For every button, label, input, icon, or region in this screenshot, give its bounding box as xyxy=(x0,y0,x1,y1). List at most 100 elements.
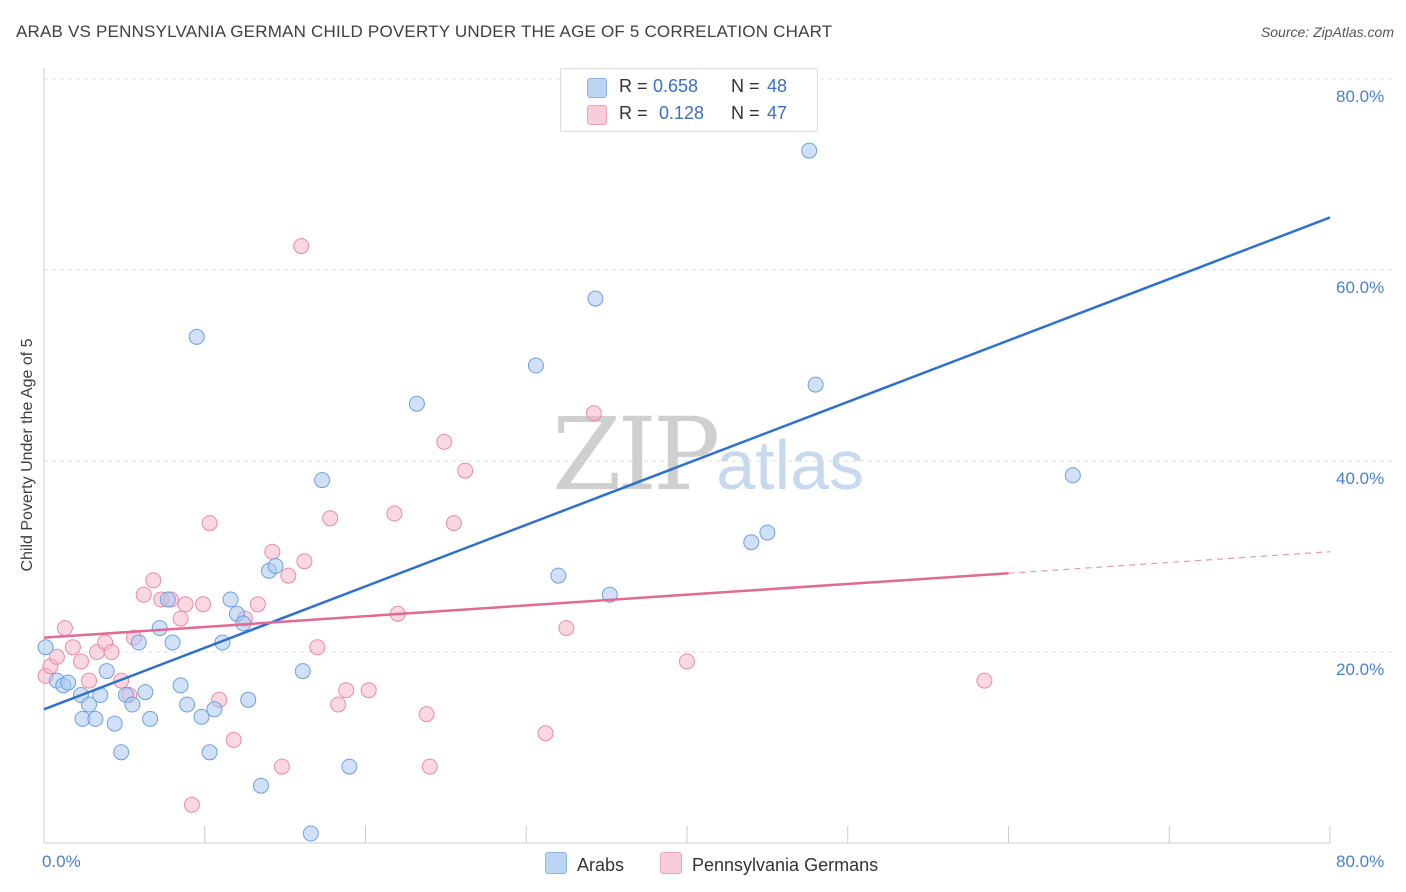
point-arabs xyxy=(106,715,123,732)
point-arabs xyxy=(164,634,181,651)
point-pennsylvania-germans xyxy=(135,586,152,603)
point-arabs xyxy=(81,696,97,713)
point-pennsylvania-germans xyxy=(195,596,212,613)
trend-line-dashed-pennsylvania-germans xyxy=(1008,551,1331,574)
point-arabs xyxy=(314,472,331,489)
point-pennsylvania-germans xyxy=(73,653,89,670)
legend-label-pennsylvania-germans: Pennsylvania Germans xyxy=(692,855,879,875)
point-arabs xyxy=(159,591,176,608)
point-pennsylvania-germans xyxy=(976,672,993,689)
stats-r-value: 0.658 xyxy=(653,76,699,96)
point-pennsylvania-germans xyxy=(81,672,97,689)
point-arabs xyxy=(294,663,311,680)
point-arabs xyxy=(550,567,567,584)
point-pennsylvania-germans xyxy=(183,796,200,813)
legend-swatch-arabs xyxy=(545,852,567,874)
point-arabs xyxy=(188,328,205,345)
point-pennsylvania-germans xyxy=(558,620,575,637)
x-tick-label-max: 80.0% xyxy=(1336,852,1385,871)
point-arabs xyxy=(527,357,544,374)
point-pennsylvania-germans xyxy=(338,682,355,699)
point-pennsylvania-germans xyxy=(273,758,290,775)
point-arabs xyxy=(201,744,218,761)
point-pennsylvania-germans xyxy=(264,543,281,560)
legend-item-pennsylvania-germans[interactable]: Pennsylvania Germans xyxy=(660,852,878,876)
point-arabs xyxy=(137,684,154,701)
point-arabs xyxy=(37,639,54,656)
point-pennsylvania-germans xyxy=(280,567,297,584)
legend-label-arabs: Arabs xyxy=(577,855,625,875)
point-pennsylvania-germans xyxy=(309,639,326,656)
y-axis-label: Child Poverty Under the Age of 5 xyxy=(19,338,36,572)
point-arabs xyxy=(267,558,284,574)
point-pennsylvania-germans xyxy=(201,515,218,532)
point-pennsylvania-germans xyxy=(322,510,339,527)
x-tick-label-min: 0.0% xyxy=(42,852,81,871)
point-arabs xyxy=(222,591,239,608)
watermark: ZIPatlas xyxy=(552,396,864,513)
point-pennsylvania-germans xyxy=(177,596,194,613)
point-pennsylvania-germans xyxy=(386,505,403,522)
point-arabs xyxy=(408,395,425,412)
point-arabs xyxy=(1064,467,1081,484)
point-pennsylvania-germans xyxy=(330,696,347,713)
source-credit: Source: ZipAtlas.com xyxy=(1260,24,1394,40)
point-arabs xyxy=(113,744,130,761)
point-arabs xyxy=(743,534,760,551)
point-pennsylvania-germans xyxy=(64,639,81,656)
point-pennsylvania-germans xyxy=(585,405,602,422)
stats-r-label: R = xyxy=(619,76,648,96)
point-pennsylvania-germans xyxy=(457,462,474,479)
point-arabs xyxy=(302,825,319,842)
stats-n-value: 48 xyxy=(767,76,788,96)
point-arabs xyxy=(587,290,604,307)
point-arabs xyxy=(759,524,776,541)
point-arabs xyxy=(179,696,196,713)
point-pennsylvania-germans xyxy=(225,731,242,748)
point-arabs xyxy=(206,701,223,718)
stats-r-value: 0.128 xyxy=(659,103,705,123)
point-pennsylvania-germans xyxy=(296,553,313,570)
point-arabs xyxy=(807,376,824,393)
point-pennsylvania-germans xyxy=(172,610,189,627)
legend-swatch-pennsylvania-germans xyxy=(660,852,682,874)
point-pennsylvania-germans xyxy=(421,758,438,775)
point-arabs xyxy=(60,674,77,691)
stats-n-value: 47 xyxy=(767,103,788,123)
watermark-atlas: atlas xyxy=(716,426,865,504)
chart-title: ARAB VS PENNSYLVANIA GERMAN CHILD POVERT… xyxy=(16,22,833,41)
point-arabs xyxy=(151,620,168,637)
point-pennsylvania-germans xyxy=(56,620,73,637)
point-pennsylvania-germans xyxy=(249,596,266,613)
point-arabs xyxy=(240,691,257,708)
point-arabs xyxy=(130,634,147,651)
point-arabs xyxy=(801,142,818,159)
point-pennsylvania-germans xyxy=(145,572,162,589)
y-tick-label-60: 60.0% xyxy=(1336,278,1385,297)
point-pennsylvania-germans xyxy=(103,644,120,660)
stats-swatch-arabs xyxy=(587,78,607,98)
y-tick-label-40: 40.0% xyxy=(1336,469,1385,488)
point-arabs xyxy=(87,710,104,727)
point-arabs xyxy=(341,758,358,775)
trend-line-arabs xyxy=(43,216,1331,711)
point-pennsylvania-germans xyxy=(293,238,310,255)
stats-swatch-pennsylvania-germans xyxy=(587,105,607,125)
stats-n-label: N = xyxy=(731,103,760,123)
stats-n-label: N = xyxy=(731,76,760,96)
correlation-stats-box: R = 0.658 N = 48 R = 0.128 N = 47 xyxy=(560,68,818,132)
point-arabs xyxy=(124,696,141,713)
point-pennsylvania-germans xyxy=(48,648,65,665)
point-arabs xyxy=(172,677,189,694)
watermark-zip: ZIP xyxy=(552,396,720,513)
point-pennsylvania-germans xyxy=(445,515,462,532)
point-arabs xyxy=(253,777,269,794)
point-pennsylvania-germans xyxy=(360,682,377,699)
y-tick-label-20: 20.0% xyxy=(1336,660,1385,679)
trend-line-pennsylvania-germans xyxy=(43,571,1009,639)
legend-item-arabs[interactable]: Arabs xyxy=(545,852,624,876)
point-arabs xyxy=(142,710,159,727)
stats-r-label: R = xyxy=(619,103,648,123)
point-arabs xyxy=(193,708,210,725)
point-pennsylvania-germans xyxy=(436,433,453,450)
